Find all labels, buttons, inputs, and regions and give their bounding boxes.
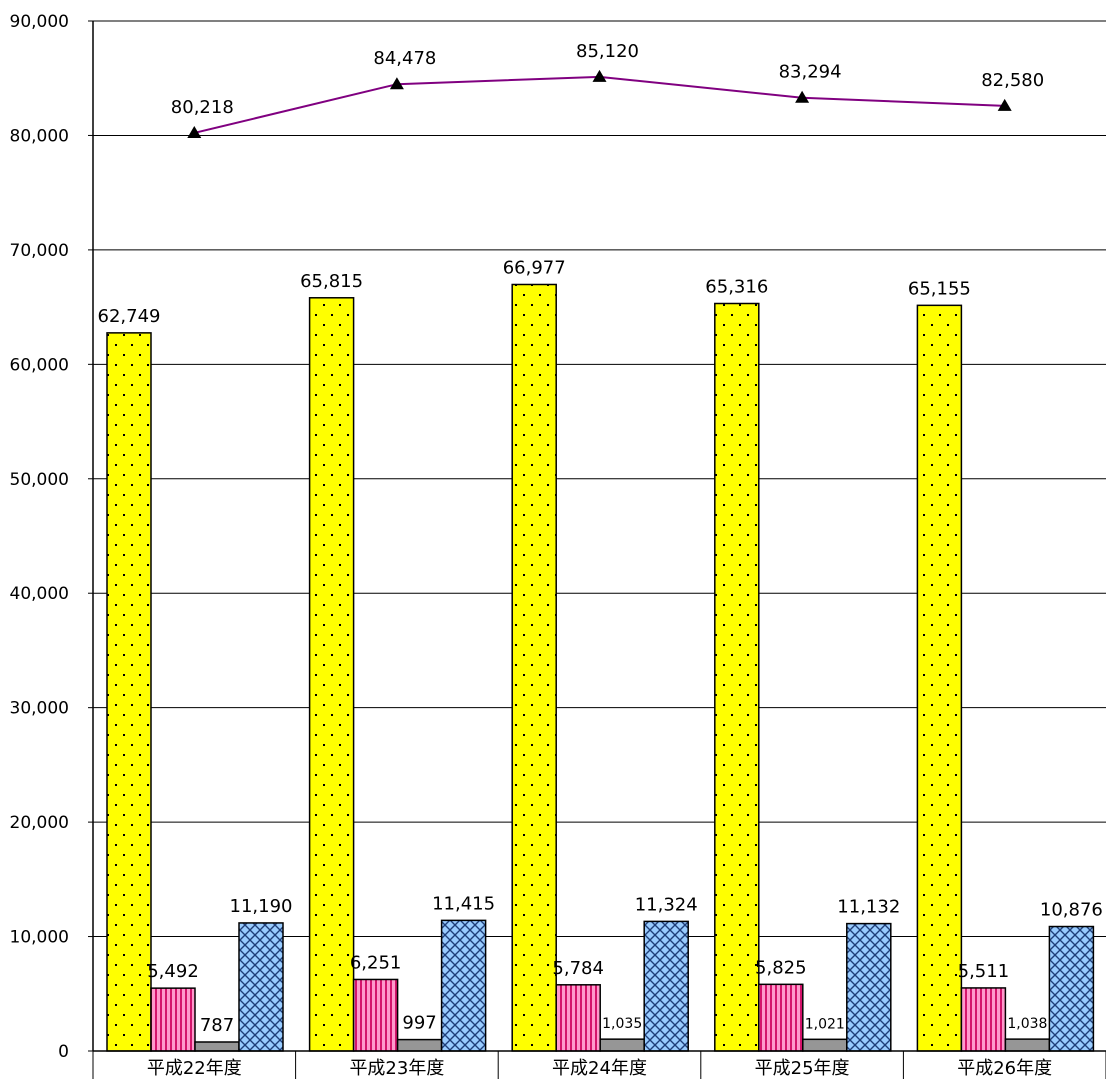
line-point-marker	[997, 98, 1012, 111]
bar	[1048, 925, 1095, 1052]
y-tick-label: 60,000	[10, 355, 69, 375]
y-tick-label: 80,000	[10, 126, 69, 146]
x-tick-label: 平成23年度	[349, 1058, 444, 1079]
bar-value-label: 11,132	[837, 897, 900, 918]
line-value-label: 82,580	[981, 70, 1044, 91]
bar-value-label: 11,190	[230, 896, 293, 917]
bar-value-label: 5,511	[958, 961, 1010, 982]
bar-value-label: 5,492	[147, 961, 199, 982]
y-tick-label: 10,000	[10, 928, 69, 948]
bar	[555, 984, 601, 1052]
line-series-path	[194, 75, 1005, 134]
bar	[106, 332, 152, 1052]
bar	[194, 1041, 240, 1052]
bar	[846, 922, 892, 1052]
bar	[308, 297, 355, 1052]
bar-value-label: 6,251	[350, 952, 402, 973]
bar-value-label: 1,035	[602, 1016, 642, 1032]
bar	[511, 283, 557, 1052]
bar	[599, 1038, 645, 1052]
line-value-label: 83,294	[779, 62, 842, 83]
bar	[238, 922, 284, 1052]
y-tick-label: 0	[58, 1042, 69, 1062]
bar-value-label: 787	[200, 1015, 234, 1036]
bar-value-label: 65,316	[705, 276, 768, 297]
bar-value-label: 66,977	[503, 257, 566, 278]
bar-value-label: 1,021	[805, 1016, 845, 1032]
y-tick-label: 20,000	[10, 813, 69, 833]
y-tick-label: 30,000	[10, 699, 69, 719]
y-tick-label: 40,000	[10, 584, 69, 604]
data-labels: 62,749 65,815 66,977 65,316 65,155 5,492 6,251…	[98, 41, 1103, 1036]
line-value-label: 80,218	[171, 97, 234, 118]
bar-value-label: 62,749	[98, 306, 161, 327]
bar	[352, 978, 399, 1052]
x-tick-label: 平成24年度	[552, 1058, 647, 1079]
bar-value-label: 11,324	[635, 894, 698, 915]
bar	[150, 987, 196, 1052]
bar-value-label: 65,815	[300, 271, 363, 292]
bars	[106, 283, 1095, 1052]
bar	[396, 1038, 443, 1052]
x-tick-label: 平成22年度	[147, 1058, 242, 1079]
bar	[714, 302, 760, 1052]
y-tick-label: 90,000	[10, 12, 69, 32]
line-point-marker	[592, 69, 607, 82]
bar	[758, 983, 804, 1052]
bar-value-label: 10,876	[1040, 900, 1103, 921]
bar	[960, 987, 1007, 1052]
line-value-label: 84,478	[373, 48, 436, 69]
x-tick-label: 平成26年度	[957, 1058, 1052, 1079]
line-point-marker	[187, 125, 202, 138]
total-line	[187, 69, 1012, 138]
x-tick-label: 平成25年度	[755, 1058, 850, 1079]
bar-value-label: 997	[402, 1013, 436, 1034]
bar	[916, 304, 963, 1052]
bar-value-label: 11,415	[432, 893, 495, 914]
gridlines	[93, 20, 1106, 938]
bar-value-label: 1,038	[1007, 1016, 1047, 1032]
bar	[1004, 1038, 1051, 1052]
y-tick-label: 50,000	[10, 470, 69, 490]
y-tick-label: 70,000	[10, 241, 69, 261]
axes: 0 10,000 20,000 30,000 40,000 50,000 60,000 70,…	[10, 12, 1106, 1079]
bar-value-label: 5,784	[552, 958, 604, 979]
line-value-label: 85,120	[576, 41, 639, 62]
bar	[440, 919, 487, 1052]
line-point-marker	[389, 77, 404, 90]
line-point-marker	[795, 90, 810, 103]
bar-value-label: 65,155	[908, 278, 971, 299]
bar	[802, 1038, 848, 1052]
bar	[643, 920, 689, 1052]
bar-value-label: 5,825	[755, 957, 807, 978]
